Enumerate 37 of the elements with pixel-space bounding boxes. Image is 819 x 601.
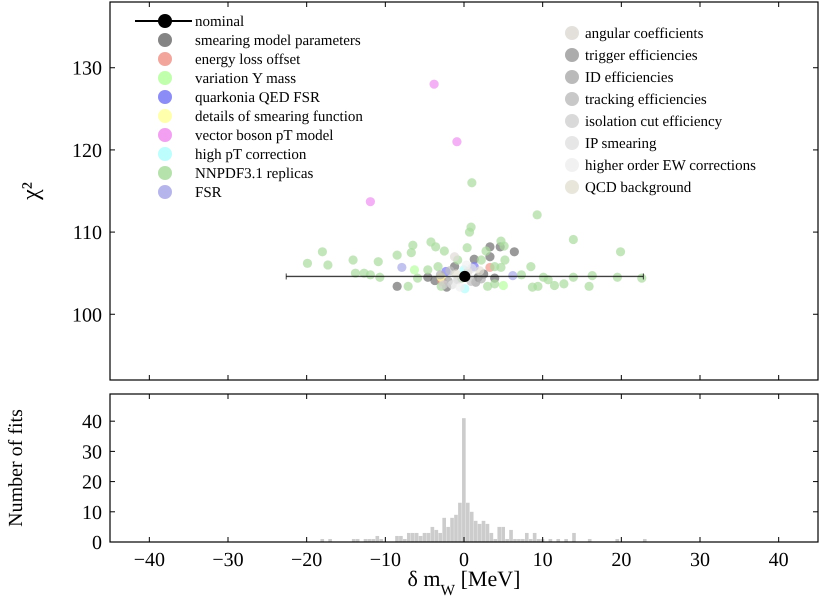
y-tick-label: 40 [82,411,102,434]
legend-label: angular coefficients [585,26,704,42]
legend-label: energy loss offset [195,52,302,68]
x-tick-label: 10 [532,549,553,571]
y-tick-label: 130 [72,58,102,80]
y-tick-label: 30 [82,441,102,464]
x-tick-label: 20 [611,549,632,571]
legend-label: IP smearing [585,136,658,152]
legend-label: tracking efficiencies [585,92,707,108]
legend-label: higher order EW corrections [585,158,756,174]
y-axis-title: χ² [18,182,44,201]
y-tick-label: 0 [92,532,102,554]
legend-label: details of smearing function [195,109,364,125]
legend-label: smearing model parameters [195,33,361,49]
legend-label: ID efficiencies [585,70,674,86]
y-axis-title: Number of fits [5,408,27,527]
legend-label: NNPDF3.1 replicas [195,166,314,182]
y-tick-label: 10 [82,502,102,524]
x-tick-label: −40 [134,549,165,571]
x-tick-label: −20 [291,549,322,571]
x-tick-label: −10 [370,549,401,571]
y-tick-label: 110 [72,222,102,244]
legend-label: high pT correction [195,147,307,163]
x-tick-label: 40 [768,549,789,571]
legend-label: vector boson pT model [195,128,334,144]
legend-label: trigger efficiencies [585,48,698,64]
y-tick-label: 20 [82,472,102,494]
legend-label: nominal [195,14,244,30]
y-tick-label: 120 [72,140,102,162]
x-tick-label: −30 [212,549,244,571]
legend-label: quarkonia QED FSR [195,90,320,106]
legend-label: QCD background [585,180,692,196]
legend-label: isolation cut efficiency [585,114,723,130]
legend-label: FSR [195,185,222,201]
legend-label: variation Υ mass [195,71,296,87]
x-tick-label: 30 [690,549,710,571]
y-tick-label: 100 [72,304,102,326]
